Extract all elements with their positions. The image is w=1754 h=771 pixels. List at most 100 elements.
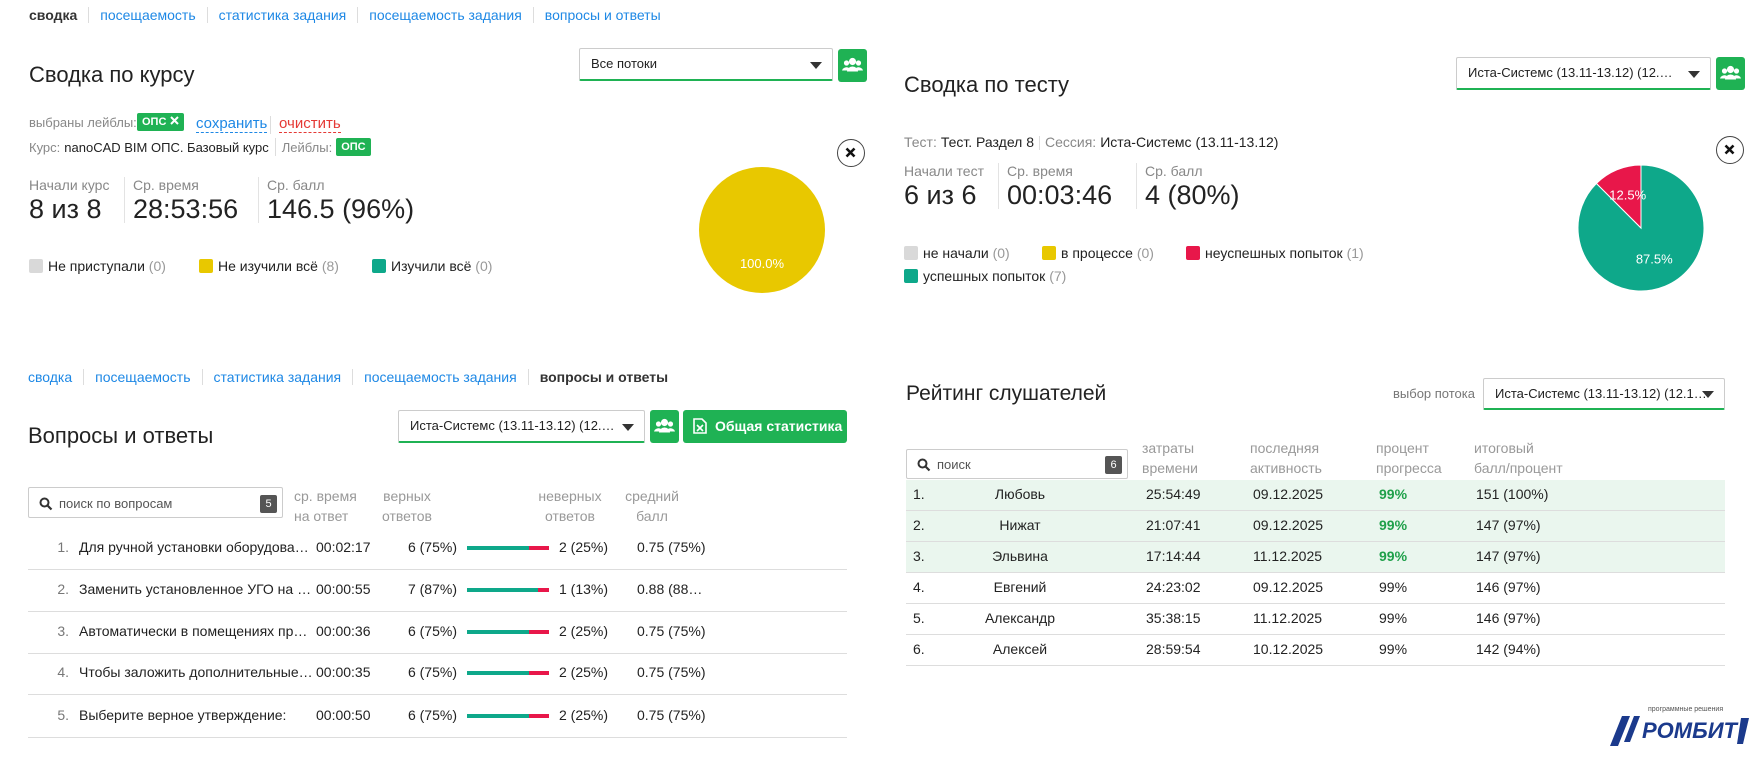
stat-divider	[124, 177, 125, 223]
legend-count: (8)	[321, 258, 339, 274]
course-line: Курс: nanoCAD BIM ОПС. Базовый курс Лейблы…	[29, 138, 371, 156]
legend-label: неуспешных попыток	[1205, 245, 1343, 261]
stream-select[interactable]: Иста-Системс (13.11-13.12) (12.1…	[1483, 378, 1725, 410]
tab[interactable]: посещаемость задания	[352, 369, 528, 385]
stream-select[interactable]: Иста-Системс (13.11-13.12) (12.…	[1456, 57, 1711, 90]
search-icon	[917, 458, 931, 472]
group-button[interactable]	[650, 410, 679, 443]
legend-swatch	[29, 259, 43, 273]
legend-item: неуспешных попыток (1)	[1205, 245, 1364, 261]
row-number: 3.	[57, 623, 69, 639]
time-spent: 24:23:02	[1146, 579, 1201, 595]
stat-value: 6 из 6	[904, 180, 977, 210]
stream-select[interactable]: Все потоки	[579, 48, 833, 81]
save-link[interactable]: сохранить	[196, 115, 268, 133]
stat-label: Ср. время	[1007, 163, 1073, 179]
group-icon	[1720, 65, 1741, 80]
column-header: времени	[1142, 460, 1198, 476]
session-caption: Сессия:	[1045, 134, 1097, 150]
logo-name: РОМБИТ	[1642, 718, 1737, 743]
listener-name: Любовь	[994, 486, 1046, 502]
bar-segment	[467, 588, 539, 592]
tab[interactable]: сводка	[29, 7, 78, 23]
last-activity: 11.12.2025	[1253, 548, 1323, 564]
close-button[interactable]	[1716, 136, 1744, 164]
final-score: 146 (97%)	[1476, 579, 1541, 595]
search-count: 5	[260, 494, 277, 513]
stat-value: 00:03:46	[1007, 180, 1113, 210]
row-number: 4.	[57, 664, 69, 680]
tab[interactable]: сводка	[28, 369, 73, 385]
answer-bar	[467, 588, 549, 592]
stat-value: 146.5 (96%)	[267, 194, 415, 224]
label-chip-text: ОПС	[142, 116, 167, 128]
tab[interactable]: вопросы и ответы	[527, 369, 679, 385]
group-button[interactable]	[1716, 57, 1745, 90]
stats-button[interactable]: Общая статистика	[683, 410, 847, 443]
stat-label: Начали курс	[29, 177, 110, 193]
chip-remove-icon[interactable]	[170, 116, 180, 125]
search-box[interactable]: поиск 6	[906, 449, 1128, 479]
final-score: 146 (97%)	[1476, 610, 1541, 626]
listener-name: Алексей	[992, 641, 1048, 657]
tab[interactable]: статистика задания	[206, 7, 358, 23]
row-number: 5.	[57, 707, 69, 723]
test-caption: Тест:	[904, 134, 937, 150]
session-name: Иста-Системс (13.11-13.12)	[1100, 134, 1279, 150]
legend-label: не начали	[923, 245, 989, 261]
listener-name: Нижат	[999, 517, 1041, 533]
bar-segment	[528, 671, 549, 675]
correct-answers: 6 (75%)	[407, 707, 457, 723]
stream-select[interactable]: Иста-Системс (13.11-13.12) (12.…	[398, 410, 645, 443]
listener-name: Александр	[984, 610, 1056, 626]
wrong-answers: 2 (25%)	[559, 623, 609, 639]
legend-label: Не приступали	[48, 258, 145, 274]
legend-label: Изучили всё	[391, 258, 472, 274]
logo-tagline: программные решения	[1648, 706, 1724, 713]
dropdown-caret	[1688, 70, 1700, 78]
final-score: 151 (100%)	[1476, 486, 1549, 502]
column-header: неверных	[538, 488, 602, 504]
tab[interactable]: статистика задания	[201, 369, 353, 385]
search-box[interactable]: поиск по вопросам 5	[28, 487, 283, 518]
group-button[interactable]	[838, 49, 867, 82]
legend-swatch	[199, 259, 213, 273]
tab[interactable]: вопросы и ответы	[532, 7, 672, 23]
column-header: балл	[636, 508, 668, 524]
stat-label: Начали тест	[904, 163, 985, 179]
tab[interactable]: посещаемость	[83, 369, 201, 385]
rating-row	[906, 480, 1725, 511]
progress-percent: 99%	[1379, 517, 1408, 533]
progress-percent: 99%	[1379, 548, 1408, 564]
labels-caption: Лейблы:	[281, 139, 333, 155]
row-divider	[28, 737, 847, 738]
legend-label: успешных попыток	[923, 268, 1046, 284]
column-header: процент	[1376, 440, 1429, 456]
stat-value: 8 из 8	[29, 194, 102, 224]
bar-segment	[467, 546, 529, 550]
tab[interactable]: посещаемость задания	[357, 7, 533, 23]
progress-percent: 99%	[1379, 641, 1408, 657]
pie-slice	[1595, 164, 1642, 230]
label-chip[interactable]: ОПС	[137, 113, 185, 131]
pie-slice	[1577, 164, 1705, 292]
close-button[interactable]	[837, 139, 865, 167]
tab[interactable]: посещаемость	[88, 7, 206, 23]
rank: 5.	[913, 610, 925, 626]
tab-bar: сводка посещаемость статистика задания посе…	[28, 369, 679, 385]
time-spent: 35:38:15	[1146, 610, 1201, 626]
listener-name: Евгений	[993, 579, 1047, 595]
legend-count: (0)	[475, 258, 493, 274]
row-divider	[28, 611, 847, 612]
legend-count: (7)	[1049, 268, 1067, 284]
answer-bar	[467, 671, 549, 675]
bar-segment	[528, 630, 549, 634]
rating-row	[906, 573, 1725, 604]
clear-link[interactable]: очистить	[279, 115, 341, 133]
wrong-answers: 2 (25%)	[559, 539, 609, 555]
select-value: Иста-Системс (13.11-13.12) (12.…	[1468, 65, 1673, 80]
logo: РОМБИТ	[1608, 714, 1753, 748]
answer-bar	[467, 546, 549, 550]
rank: 6.	[913, 641, 925, 657]
average-score: 0.75 (75%)	[637, 623, 706, 639]
